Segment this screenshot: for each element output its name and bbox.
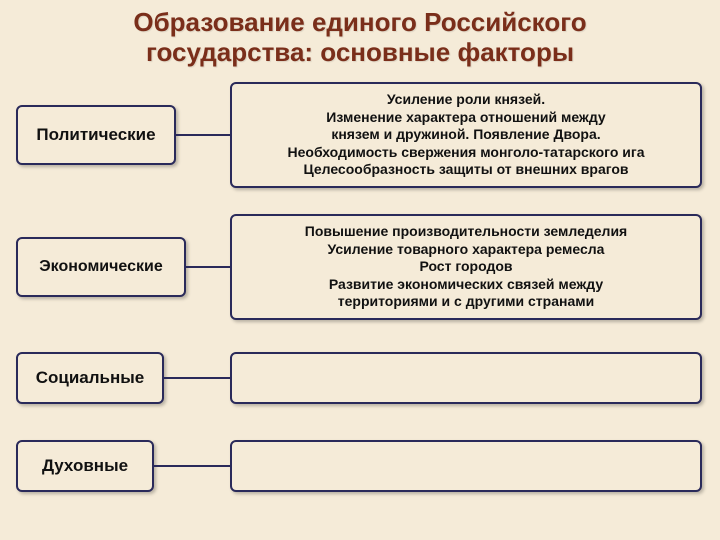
factor-description [230, 352, 702, 404]
connector-line [176, 134, 230, 136]
factor-description: Повышение производительности земледелияУ… [230, 214, 702, 320]
page-title: Образование единого Российского государс… [0, 0, 720, 72]
factor-description [230, 440, 702, 492]
title-line-2: государства: основные факторы [146, 37, 574, 67]
factor-description: Усиление роли князей.Изменение характера… [230, 82, 702, 188]
factor-label: Политические [16, 105, 176, 165]
factor-label: Социальные [16, 352, 164, 404]
connector-line [186, 266, 230, 268]
connector-line [164, 377, 230, 379]
factor-label: Экономические [16, 237, 186, 297]
connector-line [154, 465, 230, 467]
factor-label: Духовные [16, 440, 154, 492]
title-line-1: Образование единого Российского [133, 7, 586, 37]
